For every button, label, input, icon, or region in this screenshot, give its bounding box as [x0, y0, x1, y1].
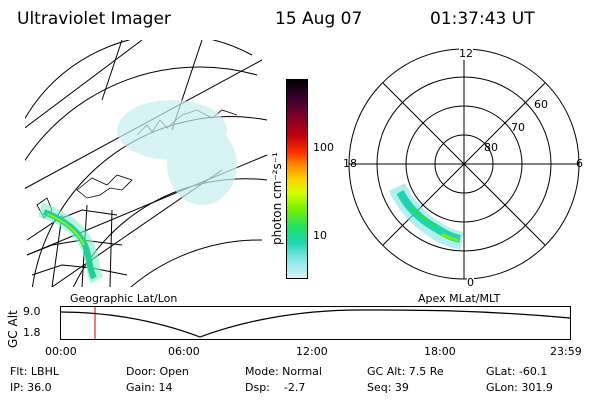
observation-time: 01:37:43 UT	[430, 9, 535, 29]
gc-alt-value: GC Alt: 7.5 Re	[367, 365, 444, 378]
mlt-label-18: 18	[343, 157, 357, 170]
mlt-label-0: 0	[467, 276, 474, 289]
mlat-label-60: 60	[534, 98, 548, 111]
glat-value: GLat: -60.1	[486, 365, 548, 378]
alt-tick-9: 9.0	[23, 305, 41, 318]
meridian	[101, 40, 123, 101]
alt-tick-1-8: 1.8	[23, 326, 41, 339]
flt-value: Flt: LBHL	[10, 365, 59, 378]
mode-value: Mode: Normal	[245, 365, 322, 378]
lat-circle	[25, 66, 258, 162]
mlat-label-80: 80	[484, 141, 498, 154]
meridian	[25, 40, 143, 129]
time-tick-2359: 23:59	[550, 345, 582, 358]
mlat-label-70: 70	[511, 121, 525, 134]
observation-date: 15 Aug 07	[275, 9, 363, 29]
colorbar-unit-label: photon cm⁻²s⁻¹	[270, 152, 284, 245]
polar-plot	[348, 48, 580, 280]
colorbar-tick-100: 100	[313, 141, 334, 154]
altitude-curve	[60, 309, 571, 338]
mlt-label-12: 12	[459, 47, 473, 60]
polar-caption: Apex MLat/MLT	[418, 292, 501, 305]
dsp-value: Dsp: -2.7	[245, 381, 306, 394]
time-tick-0000: 00:00	[45, 345, 77, 358]
ip-value: IP: 36.0	[10, 381, 52, 394]
mlt-label-6: 6	[576, 157, 583, 170]
geographic-map	[25, 40, 268, 287]
color-scale-bar	[286, 79, 308, 279]
time-tick-1800: 18:00	[424, 345, 456, 358]
glon-value: GLon: 301.9	[486, 381, 553, 394]
seq-value: Seq: 39	[367, 381, 409, 394]
gain-value: Gain: 14	[126, 381, 173, 394]
geographic-caption: Geographic Lat/Lon	[70, 292, 178, 305]
lat-circle	[25, 40, 253, 120]
time-tick-0600: 06:00	[168, 345, 200, 358]
door-value: Door: Open	[126, 365, 189, 378]
colorbar-tick-10: 10	[313, 229, 327, 242]
lat-circle	[130, 239, 263, 287]
gc-alt-axis-label: GC Alt	[6, 310, 20, 348]
time-tick-1200: 12:00	[296, 345, 328, 358]
instrument-title: Ultraviolet Imager	[17, 9, 171, 29]
altitude-plot	[60, 306, 571, 340]
